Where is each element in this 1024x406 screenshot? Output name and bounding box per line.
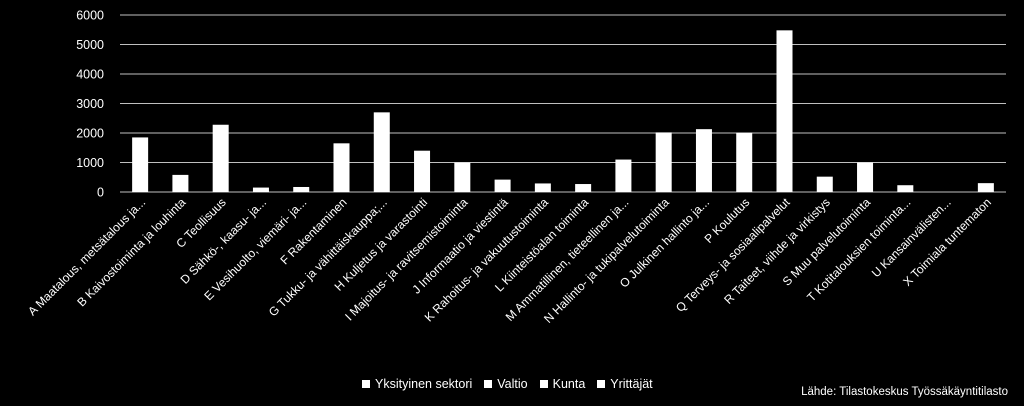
legend-item: Yrittäjät [597, 377, 653, 391]
bar [252, 187, 269, 192]
legend-swatch [484, 380, 493, 388]
bar [333, 143, 350, 192]
bars [132, 30, 994, 193]
legend-item: Kunta [539, 377, 586, 391]
y-tick-label: 4000 [76, 68, 104, 82]
bar [695, 129, 712, 192]
legend-item: Yksityinen sektori [362, 377, 472, 391]
bar [212, 124, 229, 192]
source-note: Lähde: Tilastokeskus Työssäkäyntitilasto [801, 386, 1008, 398]
bar [293, 186, 310, 192]
legend-item: Valtio [484, 377, 528, 391]
y-tick-label: 6000 [76, 9, 104, 23]
gridlines [120, 14, 1006, 193]
bar [736, 132, 753, 192]
bar [534, 183, 551, 192]
y-tick-label: 3000 [76, 97, 104, 111]
y-tick-label: 1000 [76, 156, 104, 170]
legend-label: Yrittäjät [610, 377, 653, 391]
bar [575, 184, 592, 192]
bar [172, 174, 189, 192]
legend-swatch [539, 380, 548, 388]
bar [977, 183, 994, 192]
category-labels: A Maatalous, metsätalous ja...B Kaivosto… [25, 195, 994, 326]
bar [414, 150, 431, 192]
bar [132, 137, 149, 192]
bar [776, 30, 793, 193]
bar [373, 112, 390, 192]
bar [454, 162, 471, 192]
bar [655, 132, 672, 192]
y-axis-ticks: 0 1000 2000 3000 4000 5000 6000 [76, 9, 104, 200]
legend-swatch [597, 380, 606, 388]
legend: Yksityinen sektori Valtio Kunta Yrittäjä… [362, 377, 653, 391]
bar [494, 179, 511, 192]
bar [615, 159, 632, 192]
y-tick-label: 5000 [76, 38, 104, 52]
legend-label: Kunta [552, 377, 586, 391]
legend-label: Valtio [497, 377, 528, 391]
y-tick-label: 0 [97, 186, 104, 200]
legend-swatch [362, 380, 370, 388]
legend-label: Yksityinen sektori [375, 377, 473, 391]
bar [816, 176, 833, 192]
y-tick-label: 2000 [76, 127, 104, 141]
bar [897, 185, 914, 192]
bar [857, 162, 874, 192]
